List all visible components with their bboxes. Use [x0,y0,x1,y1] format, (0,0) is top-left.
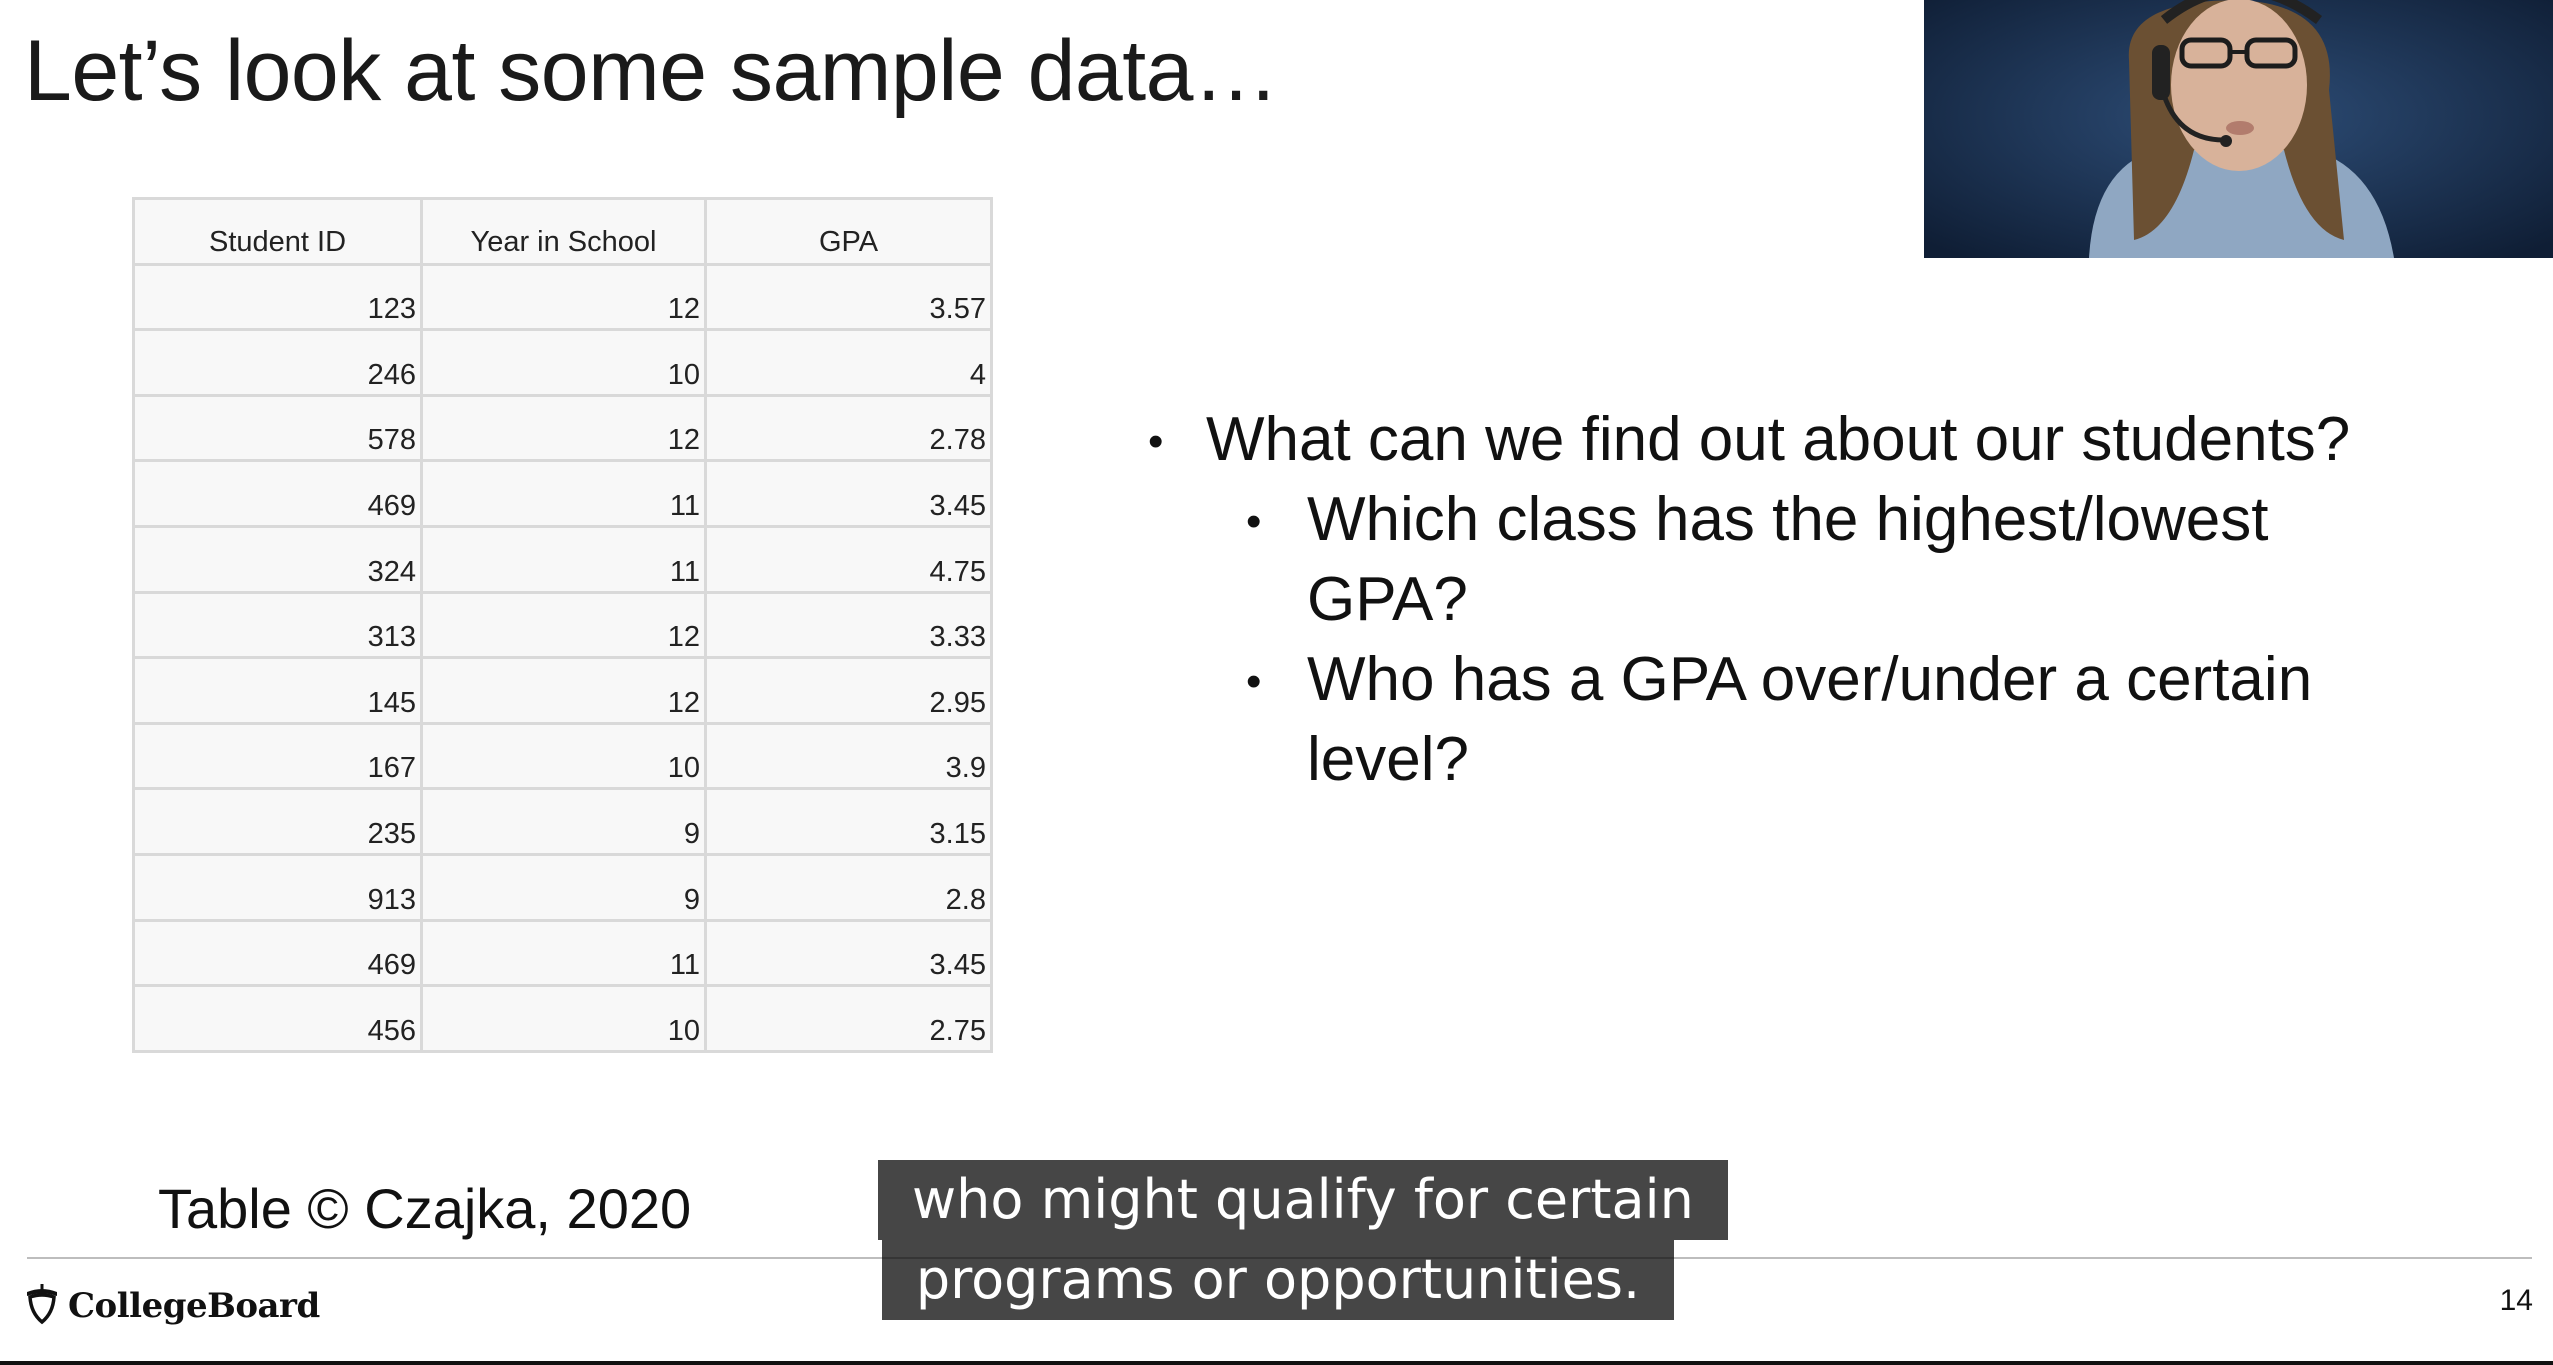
table-row: 167 10 3.9 [132,721,993,791]
table-row: 913 9 2.8 [132,852,993,922]
year-cell: 9 [420,852,707,922]
student-id-cell: 469 [132,918,423,988]
slide-title: Let’s look at some sample data… [24,23,1279,119]
year-cell: 11 [420,524,707,594]
student-id-cell: 913 [132,852,423,922]
bullet-glyph: • [1246,497,1262,546]
year-cell: 12 [420,590,707,660]
acorn-icon [22,1280,62,1331]
student-id-cell: 456 [132,984,423,1053]
gpa-cell: 3.9 [704,721,993,791]
gpa-cell: 3.33 [704,590,993,660]
student-id-cell: 469 [132,459,423,528]
year-cell: 12 [420,393,707,463]
table-row: 456 10 2.75 [132,984,993,1053]
table-row: 123 12 3.57 [132,262,993,332]
student-id-cell: 324 [132,524,423,594]
gpa-cell: 4 [704,328,993,397]
bullet-item-over-under: • Who has a GPA over/under a certain [1140,640,2540,720]
student-id-cell: 246 [132,328,423,397]
table-row: 145 12 2.95 [132,656,993,725]
table-row: 469 11 3.45 [132,918,993,988]
bullet-glyph: • [1246,657,1262,706]
student-data-table: Student ID Year in School GPA 123 12 3.5… [132,197,993,1053]
gpa-cell: 2.78 [704,393,993,463]
gpa-cell: 3.57 [704,262,993,332]
table-header-row: Student ID Year in School GPA [132,197,993,266]
year-cell: 10 [420,328,707,397]
year-cell: 11 [420,918,707,988]
subtitle-line-1: who might qualify for certain [878,1160,1728,1240]
bullet-text: What can we find out about our students? [1206,405,2351,474]
collegeboard-logo: CollegeBoard [22,1280,320,1331]
year-cell: 10 [420,984,707,1053]
column-header-year-in-school: Year in School [420,197,707,266]
gpa-cell: 2.75 [704,984,993,1053]
table-row: 469 11 3.45 [132,459,993,528]
year-cell: 12 [420,262,707,332]
bullet-item-highest-lowest: • Which class has the highest/lowest [1140,480,2540,560]
bullet-text: Which class has the highest/lowest [1307,485,2269,554]
year-cell: 11 [420,459,707,528]
table-row: 324 11 4.75 [132,524,993,594]
student-id-cell: 313 [132,590,423,660]
bullet-glyph: • [1148,417,1164,466]
student-id-cell: 578 [132,393,423,463]
gpa-cell: 3.15 [704,787,993,856]
page-number: 14 [2499,1284,2533,1317]
gpa-cell: 2.8 [704,852,993,922]
gpa-cell: 2.95 [704,656,993,725]
year-cell: 12 [420,656,707,725]
bottom-border [0,1361,2553,1365]
student-id-cell: 123 [132,262,423,332]
bullet-list: • What can we find out about our student… [1140,400,2540,800]
subtitle-overlay: who might qualify for certain programs o… [878,1160,1728,1320]
student-id-cell: 167 [132,721,423,791]
year-cell: 10 [420,721,707,791]
table-row: 246 10 4 [132,328,993,397]
gpa-cell: 4.75 [704,524,993,594]
column-header-gpa: GPA [704,197,993,266]
table-caption: Table © Czajka, 2020 [158,1177,692,1240]
year-cell: 9 [420,787,707,856]
webcam-presenter-feed [1924,0,2553,258]
subtitle-line-2: programs or opportunities. [881,1240,1675,1320]
bullet-text-continuation: level? [1307,725,1469,794]
gpa-cell: 3.45 [704,459,993,528]
column-header-student-id: Student ID [132,197,423,266]
webcam-video-feed [1924,0,2553,258]
bullet-item-main: • What can we find out about our student… [1140,400,2540,480]
logo-wordmark: CollegeBoard [68,1285,320,1326]
table-row: 313 12 3.33 [132,590,993,660]
bullet-text-continuation: GPA? [1307,565,1468,634]
table-row: 235 9 3.15 [132,787,993,856]
student-id-cell: 235 [132,787,423,856]
table-row: 578 12 2.78 [132,393,993,463]
gpa-cell: 3.45 [704,918,993,988]
student-id-cell: 145 [132,656,423,725]
bullet-text: Who has a GPA over/under a certain [1307,645,2313,714]
